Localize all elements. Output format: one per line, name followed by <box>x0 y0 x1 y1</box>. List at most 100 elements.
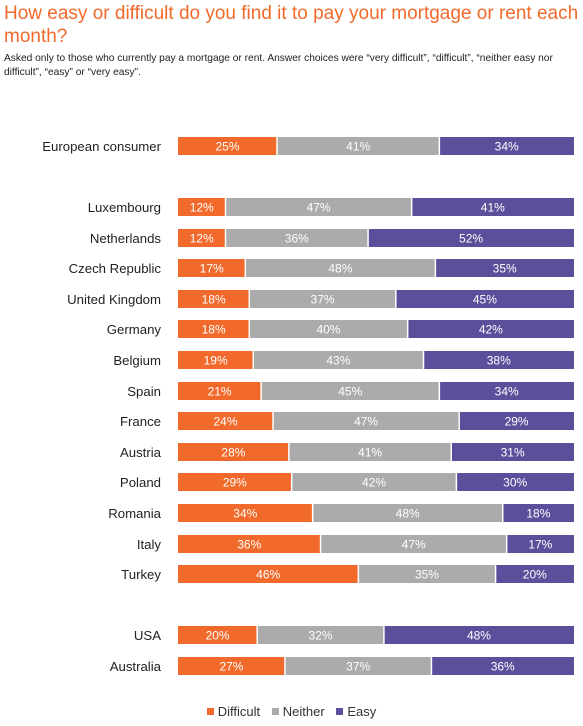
category-label-australia: Australia <box>110 659 162 674</box>
legend-swatch-neither <box>271 708 279 715</box>
bar-germany-neither <box>249 320 408 338</box>
category-label-italy: Italy <box>137 537 162 552</box>
bar-france-difficult <box>178 412 274 430</box>
data-label-netherlands-difficult: 12% <box>190 232 214 246</box>
data-label-belgium-neither: 43% <box>326 354 350 368</box>
bar-netherlands-easy <box>368 229 574 247</box>
data-label-germany-easy: 42% <box>479 323 503 337</box>
category-label-romania: Romania <box>108 506 161 521</box>
bar-united-kingdom-difficult <box>178 290 250 308</box>
data-label-luxembourg-difficult: 12% <box>190 201 214 215</box>
category-label-spain: Spain <box>127 384 161 399</box>
chart-legend: Difficult Neither Easy <box>0 704 583 719</box>
data-label-poland-easy: 30% <box>503 476 527 490</box>
category-label-czech-republic: Czech Republic <box>69 261 162 276</box>
data-label-belgium-easy: 38% <box>487 354 511 368</box>
bar-european-consumer-easy <box>439 137 574 155</box>
legend-swatch-difficult <box>206 708 214 715</box>
data-label-luxembourg-easy: 41% <box>481 201 505 215</box>
data-label-france-difficult: 24% <box>214 415 238 429</box>
data-label-germany-neither: 40% <box>316 323 340 337</box>
bar-poland-easy <box>456 473 574 491</box>
chart-title: How easy or difficult do you find it to … <box>4 3 579 47</box>
bar-united-kingdom-easy <box>395 290 574 308</box>
data-label-european-consumer-difficult: 25% <box>215 140 239 154</box>
bar-spain-neither <box>261 382 440 400</box>
data-label-usa-easy: 48% <box>467 629 491 643</box>
category-label-france: France <box>120 414 161 429</box>
legend-swatch-easy <box>336 708 344 715</box>
legend-item-difficult: Difficult <box>206 704 260 719</box>
bar-luxembourg-neither <box>225 198 412 216</box>
data-label-turkey-easy: 20% <box>523 568 547 582</box>
bar-belgium-difficult <box>178 351 254 369</box>
data-label-romania-neither: 48% <box>396 507 420 521</box>
category-label-germany: Germany <box>107 322 162 337</box>
bar-australia-neither <box>284 657 432 675</box>
data-label-italy-easy: 17% <box>528 538 552 552</box>
bar-romania-easy <box>502 504 574 522</box>
bar-usa-easy <box>383 626 574 644</box>
bar-poland-neither <box>291 473 457 491</box>
data-label-turkey-difficult: 46% <box>256 568 280 582</box>
data-label-poland-neither: 42% <box>362 476 386 490</box>
category-label-united-kingdom: United Kingdom <box>67 292 161 307</box>
bar-usa-neither <box>257 626 384 644</box>
bar-czech-republic-neither <box>245 259 436 277</box>
data-label-european-consumer-easy: 34% <box>495 140 519 154</box>
data-label-france-easy: 29% <box>505 415 529 429</box>
data-label-australia-difficult: 27% <box>219 660 243 674</box>
data-label-italy-neither: 47% <box>402 538 426 552</box>
category-label-european-consumer: European consumer <box>42 139 161 154</box>
data-label-italy-difficult: 36% <box>237 538 261 552</box>
bar-netherlands-difficult <box>178 229 226 247</box>
data-label-netherlands-neither: 36% <box>285 232 309 246</box>
bar-european-consumer-neither <box>277 137 440 155</box>
bar-germany-difficult <box>178 320 250 338</box>
bar-turkey-easy <box>495 565 574 583</box>
data-label-czech-republic-easy: 35% <box>493 262 517 276</box>
data-label-poland-difficult: 29% <box>223 476 247 490</box>
bar-italy-neither <box>320 535 507 553</box>
data-label-united-kingdom-difficult: 18% <box>202 293 226 307</box>
bar-turkey-difficult <box>178 565 359 583</box>
data-label-european-consumer-neither: 41% <box>346 140 370 154</box>
bar-romania-difficult <box>178 504 313 522</box>
category-label-belgium: Belgium <box>113 353 161 368</box>
bar-spain-easy <box>439 382 574 400</box>
bar-germany-easy <box>407 320 574 338</box>
data-label-belgium-difficult: 19% <box>204 354 228 368</box>
data-label-spain-neither: 45% <box>338 385 362 399</box>
bar-turkey-neither <box>358 565 496 583</box>
bar-luxembourg-easy <box>411 198 574 216</box>
legend-item-neither: Neither <box>271 704 325 719</box>
data-label-united-kingdom-easy: 45% <box>473 293 497 307</box>
bar-united-kingdom-neither <box>249 290 396 308</box>
data-label-usa-difficult: 20% <box>206 629 230 643</box>
data-label-france-neither: 47% <box>354 415 378 429</box>
data-label-luxembourg-neither: 47% <box>307 201 331 215</box>
data-label-romania-difficult: 34% <box>233 507 257 521</box>
bar-european-consumer-difficult <box>178 137 277 155</box>
bar-france-neither <box>273 412 460 430</box>
bar-spain-difficult <box>178 382 262 400</box>
category-label-netherlands: Netherlands <box>90 231 162 246</box>
bar-france-easy <box>459 412 574 430</box>
bar-netherlands-neither <box>225 229 369 247</box>
data-label-romania-easy: 18% <box>526 507 550 521</box>
legend-item-easy: Easy <box>336 704 376 719</box>
data-label-netherlands-easy: 52% <box>459 232 483 246</box>
category-label-luxembourg: Luxembourg <box>88 200 161 215</box>
category-label-austria: Austria <box>120 445 162 460</box>
chart-subtitle: Asked only to those who currently pay a … <box>4 53 553 78</box>
bar-austria-easy <box>451 443 574 461</box>
bar-australia-easy <box>431 657 574 675</box>
data-label-spain-easy: 34% <box>495 385 519 399</box>
data-label-austria-easy: 31% <box>501 446 525 460</box>
bar-austria-difficult <box>178 443 289 461</box>
bar-czech-republic-easy <box>435 259 574 277</box>
data-label-turkey-neither: 35% <box>415 568 439 582</box>
data-label-austria-neither: 41% <box>358 446 382 460</box>
bar-australia-difficult <box>178 657 285 675</box>
